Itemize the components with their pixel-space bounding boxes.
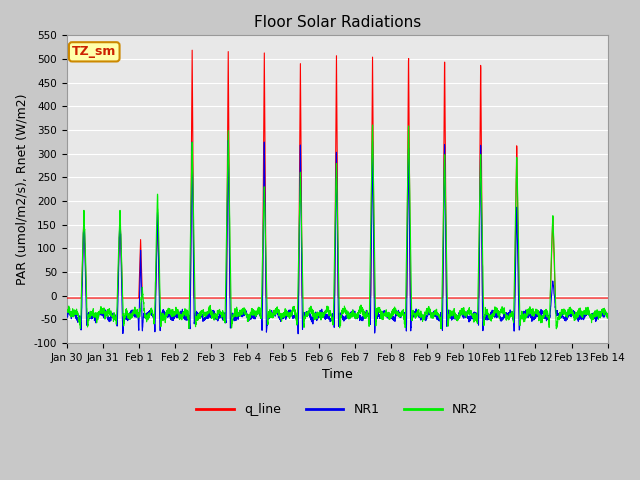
NR2 — [179, 310, 186, 316]
NR1 — [225, 138, 232, 144]
NR1 — [553, 310, 561, 315]
Line: NR2: NR2 — [67, 125, 607, 329]
NR2 — [63, 309, 70, 314]
NR1 — [390, 315, 398, 321]
NR1 — [604, 314, 611, 320]
NR2 — [604, 314, 611, 320]
Line: NR1: NR1 — [67, 141, 607, 334]
q_line — [214, 295, 221, 301]
Text: TZ_sm: TZ_sm — [72, 45, 116, 59]
q_line — [604, 295, 611, 301]
NR1 — [604, 311, 611, 317]
q_line — [188, 48, 196, 53]
q_line — [552, 295, 560, 301]
NR1 — [63, 314, 70, 320]
q_line — [179, 295, 186, 301]
NR1 — [179, 310, 186, 315]
q_line — [399, 295, 407, 301]
Legend: q_line, NR1, NR2: q_line, NR1, NR2 — [191, 398, 483, 421]
NR1 — [399, 312, 407, 318]
NR2 — [437, 326, 445, 332]
NR2 — [399, 306, 407, 312]
q_line — [63, 295, 70, 301]
NR2 — [553, 322, 561, 327]
NR2 — [390, 311, 397, 317]
Title: Floor Solar Radiations: Floor Solar Radiations — [253, 15, 420, 30]
NR1 — [214, 318, 221, 324]
q_line — [604, 295, 611, 301]
NR2 — [369, 122, 376, 128]
Y-axis label: PAR (umol/m2/s), Rnet (W/m2): PAR (umol/m2/s), Rnet (W/m2) — [15, 94, 28, 285]
X-axis label: Time: Time — [322, 368, 353, 381]
q_line — [390, 295, 397, 301]
Line: q_line: q_line — [67, 50, 607, 298]
NR1 — [294, 331, 302, 336]
NR2 — [604, 312, 611, 318]
NR2 — [214, 309, 221, 315]
